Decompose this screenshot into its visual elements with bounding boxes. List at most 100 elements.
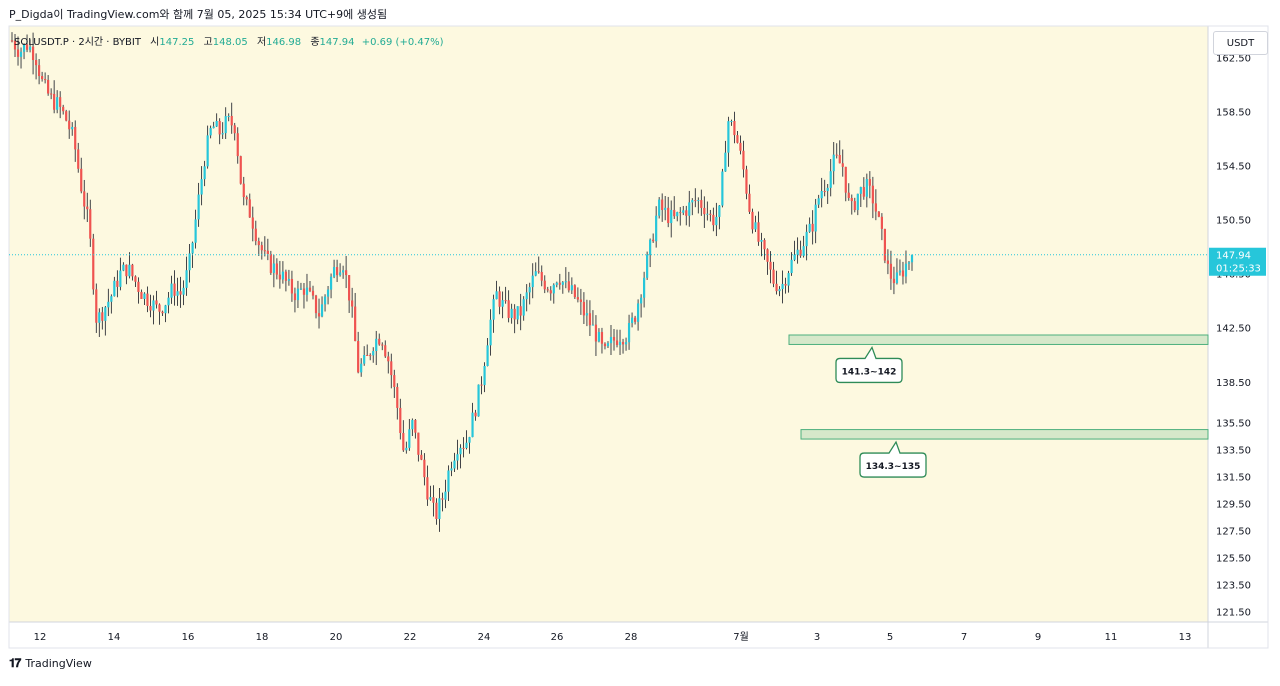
candle-body bbox=[50, 93, 53, 95]
candle-body bbox=[763, 239, 766, 250]
plot-frame bbox=[8, 25, 1269, 649]
candle-body bbox=[630, 317, 634, 324]
candle-body bbox=[582, 301, 586, 316]
y-tick-label: 162.50 bbox=[1216, 54, 1251, 65]
support-zone[interactable] bbox=[788, 334, 1209, 345]
candle-body bbox=[128, 264, 131, 277]
candles-layer bbox=[10, 32, 914, 532]
candle-body bbox=[459, 447, 462, 455]
candle-body bbox=[643, 277, 646, 298]
candle-body bbox=[745, 169, 748, 194]
candle-body bbox=[47, 79, 50, 94]
candle-body bbox=[378, 338, 381, 345]
candle-body bbox=[754, 222, 757, 230]
candle-body bbox=[197, 194, 200, 220]
candle-body bbox=[847, 192, 850, 199]
candle-body bbox=[793, 254, 796, 260]
candle-body bbox=[606, 343, 610, 347]
candle-body bbox=[462, 447, 465, 449]
candle-body bbox=[31, 46, 35, 60]
candle-body bbox=[456, 454, 459, 461]
candle-body bbox=[904, 263, 908, 277]
candle-body bbox=[305, 287, 309, 295]
candle-body bbox=[426, 477, 429, 500]
candle-body bbox=[859, 187, 862, 194]
candle-body bbox=[492, 299, 495, 320]
candle-body bbox=[113, 280, 116, 297]
candle-body bbox=[332, 267, 336, 277]
candle-body bbox=[817, 198, 820, 205]
candle-body bbox=[886, 260, 890, 264]
close-value: 147.94 bbox=[319, 37, 355, 48]
x-axis: 12 14 16 18 20 22 24 26 28 7월 3 5 7 9 11 13 bbox=[34, 631, 1192, 643]
candle-body bbox=[227, 115, 230, 117]
support-zone[interactable] bbox=[800, 429, 1209, 440]
candle-body bbox=[164, 305, 167, 314]
candle-body bbox=[907, 262, 911, 264]
zone-callout bbox=[835, 345, 903, 384]
chart-caption: P_Digda이 TradingView.com와 함께 7월 05, 2025… bbox=[9, 8, 388, 21]
candle-body bbox=[471, 412, 474, 438]
candle-body bbox=[348, 275, 351, 301]
candle-body bbox=[558, 282, 561, 285]
candle-body bbox=[874, 203, 877, 212]
candle-body bbox=[399, 407, 402, 434]
candle-body bbox=[179, 291, 182, 295]
candle-body bbox=[468, 437, 471, 443]
y-tick-label: 150.50 bbox=[1216, 216, 1251, 227]
currency-button[interactable]: USDT bbox=[1213, 31, 1268, 55]
candle-body bbox=[44, 79, 47, 81]
candle-body bbox=[766, 249, 769, 262]
candle-body bbox=[615, 340, 619, 346]
candle-body bbox=[326, 289, 330, 297]
symbol-legend[interactable]: SOLUSDT.P · 2시간 · BYBIT 시147.25 고148.05 … bbox=[14, 33, 444, 48]
candle-body bbox=[314, 295, 318, 314]
y-tick-label: 125.50 bbox=[1216, 553, 1251, 564]
candle-body bbox=[414, 419, 417, 433]
candle-body bbox=[781, 283, 784, 290]
last-price-layer: 147.94 01:25:33 bbox=[9, 247, 1266, 276]
candle-body bbox=[71, 126, 74, 130]
candle-body bbox=[62, 106, 65, 112]
candle-body bbox=[694, 200, 697, 202]
candle-body bbox=[317, 313, 321, 317]
open-value: 147.25 bbox=[159, 37, 195, 48]
symbol-label[interactable]: SOLUSDT.P · 2시간 · BYBIT bbox=[14, 37, 141, 48]
x-tick-label: 3 bbox=[814, 632, 820, 643]
candle-body bbox=[107, 301, 110, 308]
zone-label: 141.3~142 bbox=[842, 367, 897, 377]
candle-body bbox=[74, 126, 77, 150]
candle-body bbox=[170, 283, 173, 298]
candle-body bbox=[137, 281, 140, 292]
x-tick-label: 14 bbox=[108, 632, 121, 643]
candle-body bbox=[308, 287, 312, 291]
low-value: 146.98 bbox=[266, 37, 302, 48]
candle-body bbox=[254, 228, 257, 242]
candle-body bbox=[257, 241, 260, 246]
candle-body bbox=[278, 274, 281, 280]
candle-body bbox=[751, 211, 754, 230]
candle-body bbox=[176, 291, 179, 296]
candle-body bbox=[98, 312, 101, 323]
candle-body bbox=[152, 300, 155, 311]
candle-body bbox=[658, 199, 661, 216]
candle-body bbox=[841, 163, 844, 167]
candle-body bbox=[450, 468, 453, 471]
candle-body bbox=[411, 419, 414, 430]
candle-body bbox=[200, 179, 203, 195]
candle-body bbox=[218, 120, 221, 135]
candle-body bbox=[119, 270, 122, 287]
candle-body bbox=[375, 338, 378, 352]
candle-body bbox=[835, 154, 838, 156]
candle-body bbox=[477, 384, 480, 417]
tradingview-logo[interactable]: 𝟏𝟕 TradingView bbox=[9, 656, 92, 671]
candle-body bbox=[742, 150, 745, 170]
candle-body bbox=[83, 191, 86, 207]
candle-body bbox=[898, 270, 902, 273]
x-tick-label: 11 bbox=[1105, 632, 1118, 643]
candle-body bbox=[323, 296, 327, 305]
candle-body bbox=[796, 249, 799, 255]
candle-body bbox=[504, 300, 507, 302]
